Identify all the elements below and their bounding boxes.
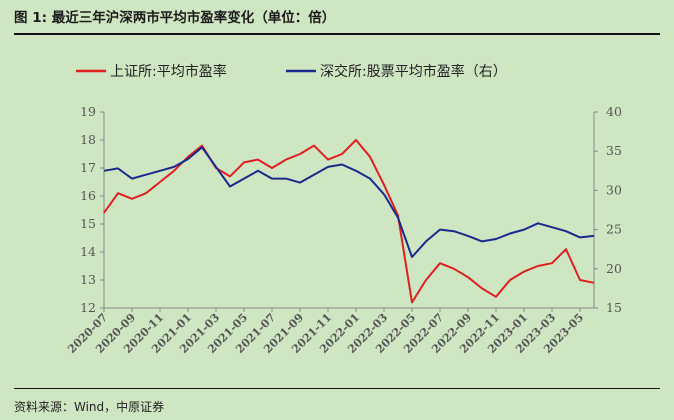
axes: 12131415161718191520253035402020-072020-…: [65, 104, 622, 356]
top-rule: [14, 33, 660, 35]
left-tick-label: 14: [80, 244, 96, 259]
left-tick-label: 13: [80, 272, 96, 287]
sse-pe-line: [103, 139, 595, 304]
left-tick-label: 19: [80, 104, 96, 119]
figure-title-text: 最近三年沪深两市平均市盈率变化（单位：倍）: [51, 10, 336, 26]
right-tick-label: 30: [606, 182, 622, 197]
legend-label-sse: 上证所:平均市盈率: [110, 63, 227, 80]
line-chart: 上证所:平均市盈率 深交所:股票平均市盈率（右） 12 13 14 15 16 17 18 19…: [65, 63, 622, 356]
source-note: 资料来源：Wind，中原证券: [14, 400, 165, 414]
series-lines: [103, 139, 595, 304]
left-tick-label: 12: [80, 300, 96, 315]
right-tick-label: 35: [606, 143, 622, 158]
right-tick-label: 20: [606, 261, 622, 276]
right-tick-label: 15: [606, 300, 622, 315]
legend: 上证所:平均市盈率 深交所:股票平均市盈率（右）: [76, 63, 507, 80]
szse-pe-line: [103, 146, 595, 258]
right-tick-label: 40: [606, 104, 622, 119]
left-tick-label: 15: [80, 216, 96, 231]
right-tick-label: 25: [606, 222, 622, 237]
left-tick-label: 17: [80, 160, 96, 175]
legend-label-szse: 深交所:股票平均市盈率（右）: [320, 63, 507, 80]
left-tick-label: 18: [80, 132, 96, 147]
bottom-rule: [14, 388, 660, 389]
figure-label: 图 1:: [14, 10, 47, 26]
figure-title: 图 1: 最近三年沪深两市平均市盈率变化（单位：倍）: [14, 6, 335, 26]
left-tick-label: 16: [80, 188, 96, 203]
